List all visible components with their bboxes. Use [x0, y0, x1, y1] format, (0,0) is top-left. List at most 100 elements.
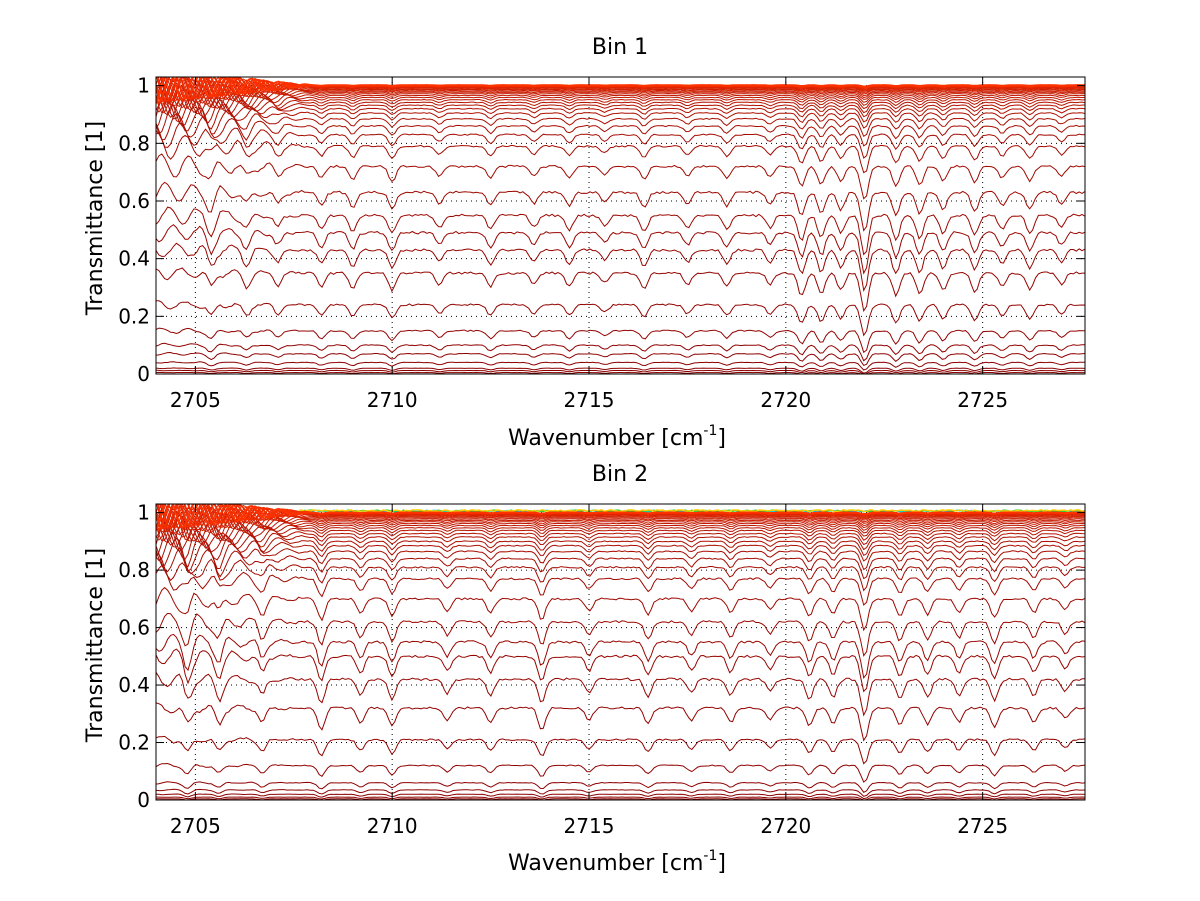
panel-title: Bin 2: [592, 462, 648, 487]
spectrum-series: [156, 85, 1085, 116]
spectrum-series: [156, 527, 1085, 560]
spectrum-series: [156, 702, 1085, 742]
spectrum-series: [156, 77, 1085, 108]
x-tick-label: 2715: [564, 814, 615, 838]
spectrum-series: [156, 361, 1085, 371]
spectrum-series: [156, 612, 1085, 657]
spectrum-series: [156, 98, 1085, 130]
spectrum-series: [156, 80, 1085, 113]
spectrum-series: [156, 506, 1085, 539]
spectrum-series: [156, 327, 1085, 354]
spectrum-series: [156, 369, 1085, 374]
spectrum-series: [156, 267, 1085, 313]
spectrum-series: [156, 648, 1085, 693]
x-tick-label: 2710: [367, 814, 418, 838]
axes-box: [155, 76, 1086, 375]
spectrum-series: [156, 300, 1085, 337]
y-tick-label: 0.6: [118, 616, 150, 640]
x-tick-label: 2725: [957, 814, 1008, 838]
spectrum-series: [156, 77, 1085, 106]
spectrum-series: [156, 781, 1085, 793]
spectrum-series: [156, 132, 1085, 174]
spectrum-series: [156, 367, 1085, 374]
x-axis-label-sup: -1: [703, 423, 717, 439]
x-tick-label: 2705: [170, 814, 221, 838]
spectrum-series: [156, 504, 1085, 530]
y-axis-label: Transmittance [1]: [83, 121, 108, 316]
y-tick-label: 0.2: [118, 731, 150, 755]
spectrum-series: [156, 351, 1085, 367]
x-tick-label: 2710: [367, 388, 418, 412]
x-axis-label: Wavenumber [cm-1]: [508, 848, 726, 876]
spectrum-series: [156, 514, 1085, 546]
top-band-line: [298, 509, 1085, 513]
spectrum-series: [156, 77, 1085, 107]
spectrum-series: [156, 586, 1085, 632]
spectrum-series: [156, 504, 1085, 536]
y-axis-label: Transmittance [1]: [83, 548, 108, 743]
spectrum-series: [156, 510, 1085, 542]
y-tick-label: 0: [137, 362, 150, 386]
spectrum-series: [156, 112, 1085, 147]
spectrum-series: [156, 77, 1085, 103]
spectrum-series: [156, 508, 1085, 541]
y-tick-label: 0.8: [118, 558, 150, 582]
spectrum-series: [156, 89, 1085, 120]
panel-bin-1: Bin 1 2705 2710 2715 2720 2725 0 0.2 0.4 0.6 0.8 1…: [83, 35, 1086, 451]
x-axis-label-text: Wavenumber [cm: [508, 426, 703, 451]
x-axis-label-text: Wavenumber [cm: [508, 851, 703, 876]
x-tick-label: 2715: [564, 388, 615, 412]
spectrum-series: [156, 545, 1085, 580]
spectrum-series: [156, 793, 1085, 800]
axes-box: [155, 503, 1086, 801]
x-tick-label: 2725: [957, 388, 1008, 412]
spectrum-series: [156, 206, 1085, 256]
panel-title: Bin 1: [592, 35, 648, 60]
spectrum-series: [156, 504, 1085, 534]
spectrum-series: [156, 672, 1085, 717]
y-tick-label: 0.6: [118, 189, 150, 213]
spectrum-series: [156, 105, 1085, 138]
y-tick-label: 0.2: [118, 304, 150, 328]
spectrum-series: [156, 504, 1085, 533]
x-axis-label: Wavenumber [cm-1]: [508, 423, 726, 451]
x-axis-label-sup: -1: [703, 848, 717, 864]
y-tick-label: 0.8: [118, 131, 150, 155]
spectrum-series: [156, 153, 1085, 200]
spectrum-series: [156, 518, 1085, 548]
panel-bin-2: Bin 2 2705 2710 2715 2720 2725 0 0.2 0.4 0.6 0.8 1…: [83, 462, 1086, 876]
y-tick-label: 0.4: [118, 673, 150, 697]
spectrum-series: [156, 553, 1085, 592]
x-axis-label-close: ]: [717, 851, 726, 876]
x-tick-label: 2720: [760, 814, 811, 838]
spectra-lines: [156, 77, 1085, 374]
spectrum-series: [156, 514, 1085, 544]
spectrum-series: [156, 181, 1085, 232]
ticks: 2705 2710 2715 2720 2725 0 0.2 0.4 0.6 0.8 1: [118, 501, 1085, 838]
y-tick-label: 0: [137, 788, 150, 812]
y-tick-label: 1: [137, 501, 150, 525]
spectrum-series: [156, 762, 1085, 783]
spectrum-series: [156, 371, 1085, 374]
spectrum-series: [156, 788, 1085, 797]
spectrum-series: [156, 537, 1085, 573]
spectrum-series: [156, 78, 1085, 111]
spectrum-series: [156, 796, 1085, 800]
x-tick-label: 2705: [170, 388, 221, 412]
spectrum-series: [156, 531, 1085, 568]
spectrum-series: [156, 521, 1085, 553]
spectrum-series: [156, 735, 1085, 765]
spectrum-series: [156, 342, 1085, 362]
spectrum-series: [156, 242, 1085, 292]
spectrum-series: [156, 224, 1085, 275]
ticks: 2705 2710 2715 2720 2725 0 0.2 0.4 0.6 0.8 1: [118, 74, 1085, 412]
spectrum-series: [156, 122, 1085, 159]
y-tick-label: 0.4: [118, 247, 150, 271]
spectrum-series: [156, 633, 1085, 679]
spectra-lines: [156, 504, 1085, 800]
y-tick-label: 1: [137, 74, 150, 98]
spectrum-series: [156, 93, 1085, 124]
spectrum-series: [156, 86, 1085, 119]
spectrum-series: [156, 82, 1085, 114]
